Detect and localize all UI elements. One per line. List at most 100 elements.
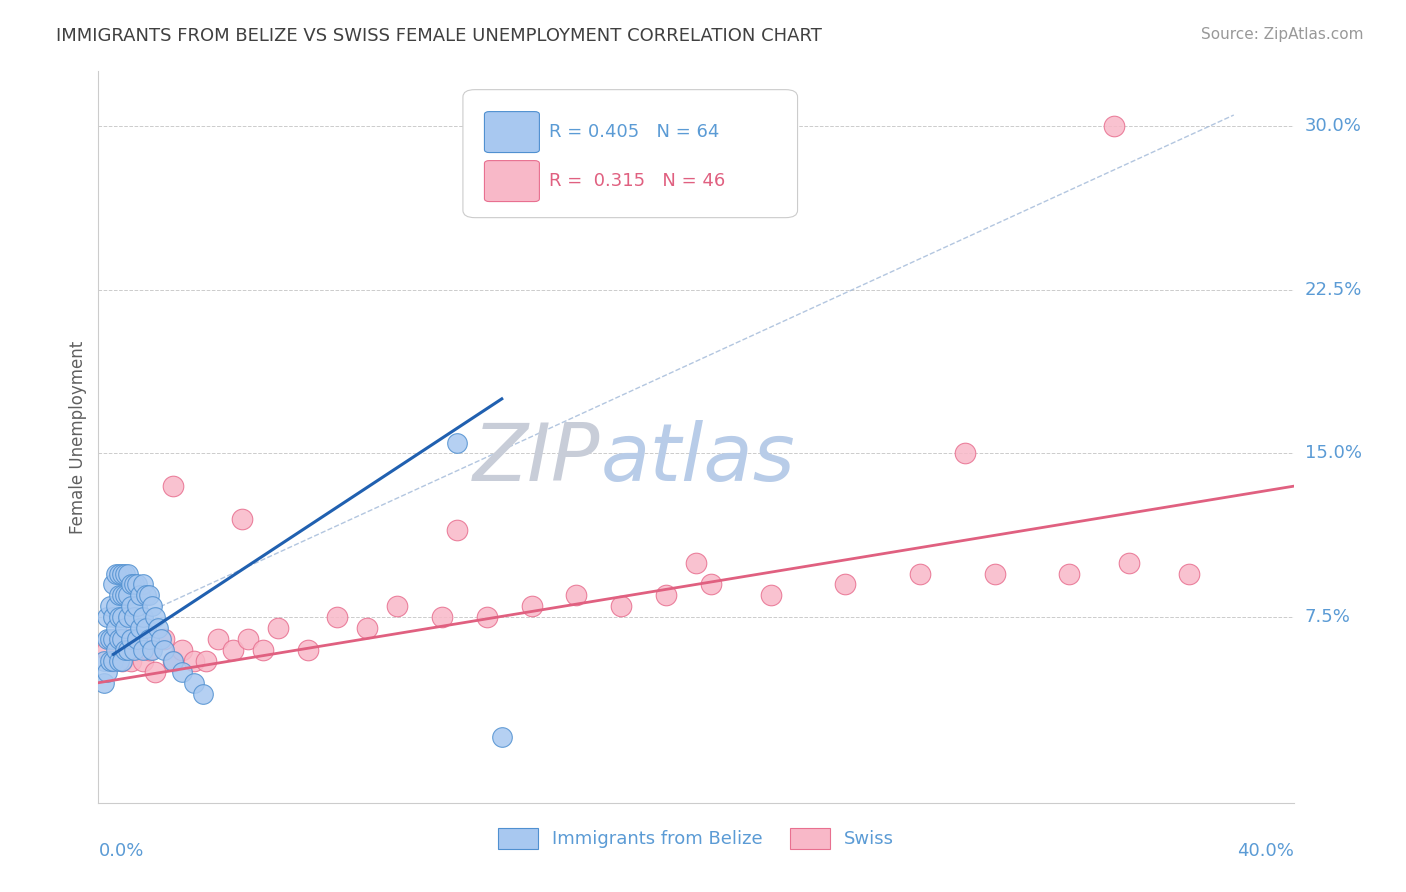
Point xyxy=(138,588,160,602)
Point xyxy=(129,588,152,602)
Point xyxy=(98,632,122,646)
Point xyxy=(148,621,170,635)
Point xyxy=(111,654,134,668)
Point xyxy=(124,610,146,624)
Point xyxy=(108,588,131,602)
Point xyxy=(520,599,543,614)
Point xyxy=(108,643,131,657)
Point xyxy=(685,556,707,570)
Point xyxy=(162,654,184,668)
Point xyxy=(1104,119,1126,133)
Point xyxy=(141,643,163,657)
Point xyxy=(93,675,115,690)
Text: ZIP: ZIP xyxy=(472,420,600,498)
Text: 7.5%: 7.5% xyxy=(1305,608,1351,626)
Point xyxy=(172,643,194,657)
Point xyxy=(96,632,118,646)
Point xyxy=(98,599,122,614)
Point xyxy=(655,588,678,602)
Point xyxy=(96,643,118,657)
Text: 15.0%: 15.0% xyxy=(1305,444,1361,462)
FancyBboxPatch shape xyxy=(463,90,797,218)
Point xyxy=(183,654,205,668)
Point xyxy=(98,654,122,668)
Point xyxy=(111,610,134,624)
Point xyxy=(111,588,134,602)
Text: 40.0%: 40.0% xyxy=(1237,842,1294,860)
Point xyxy=(93,654,115,668)
Point xyxy=(96,665,118,679)
Point xyxy=(143,610,166,624)
Point xyxy=(120,577,142,591)
Point xyxy=(103,654,125,668)
Text: 30.0%: 30.0% xyxy=(1305,117,1361,135)
Point xyxy=(117,643,139,657)
Text: R =  0.315   N = 46: R = 0.315 N = 46 xyxy=(548,172,725,190)
Text: 0.0%: 0.0% xyxy=(98,842,143,860)
Point xyxy=(141,599,163,614)
Point xyxy=(117,610,139,624)
Point xyxy=(111,632,134,646)
Text: IMMIGRANTS FROM BELIZE VS SWISS FEMALE UNEMPLOYMENT CORRELATION CHART: IMMIGRANTS FROM BELIZE VS SWISS FEMALE U… xyxy=(56,27,823,45)
Point xyxy=(759,588,782,602)
FancyBboxPatch shape xyxy=(485,161,540,202)
Point xyxy=(326,610,349,624)
Point xyxy=(132,654,155,668)
Point xyxy=(117,588,139,602)
Point xyxy=(103,610,125,624)
Point xyxy=(108,632,131,646)
Text: R = 0.405   N = 64: R = 0.405 N = 64 xyxy=(548,123,720,141)
Point xyxy=(127,643,149,657)
Point xyxy=(105,643,128,657)
Point xyxy=(172,665,194,679)
Point xyxy=(207,632,229,646)
Point xyxy=(117,566,139,581)
Point xyxy=(1178,566,1201,581)
Point xyxy=(105,566,128,581)
Point xyxy=(700,577,723,591)
Point xyxy=(195,654,218,668)
Text: 22.5%: 22.5% xyxy=(1305,281,1362,299)
Point xyxy=(183,675,205,690)
Point xyxy=(138,643,160,657)
Text: Source: ZipAtlas.com: Source: ZipAtlas.com xyxy=(1201,27,1364,42)
Point xyxy=(108,566,131,581)
Point xyxy=(114,588,136,602)
Point xyxy=(297,643,319,657)
Point xyxy=(103,654,125,668)
Point xyxy=(114,632,136,646)
Point xyxy=(96,610,118,624)
Point xyxy=(222,643,245,657)
Point xyxy=(117,643,139,657)
Point xyxy=(162,479,184,493)
Point xyxy=(153,632,176,646)
Point xyxy=(105,632,128,646)
Point xyxy=(129,621,152,635)
Point xyxy=(105,621,128,635)
Point xyxy=(153,643,176,657)
Point xyxy=(124,577,146,591)
Point xyxy=(150,632,173,646)
Point xyxy=(1059,566,1081,581)
Point xyxy=(135,621,157,635)
Point xyxy=(127,632,149,646)
Point xyxy=(191,687,214,701)
Point xyxy=(120,654,142,668)
Text: atlas: atlas xyxy=(600,420,796,498)
Point xyxy=(103,577,125,591)
Point xyxy=(108,610,131,624)
Point xyxy=(610,599,633,614)
Point xyxy=(132,610,155,624)
Point xyxy=(143,665,166,679)
Point xyxy=(114,566,136,581)
Point xyxy=(127,577,149,591)
Point xyxy=(491,731,513,745)
Point xyxy=(953,446,976,460)
Point xyxy=(252,643,274,657)
Point xyxy=(120,632,142,646)
FancyBboxPatch shape xyxy=(485,112,540,153)
Point xyxy=(103,632,125,646)
Point xyxy=(114,621,136,635)
Point xyxy=(127,599,149,614)
Point xyxy=(834,577,856,591)
